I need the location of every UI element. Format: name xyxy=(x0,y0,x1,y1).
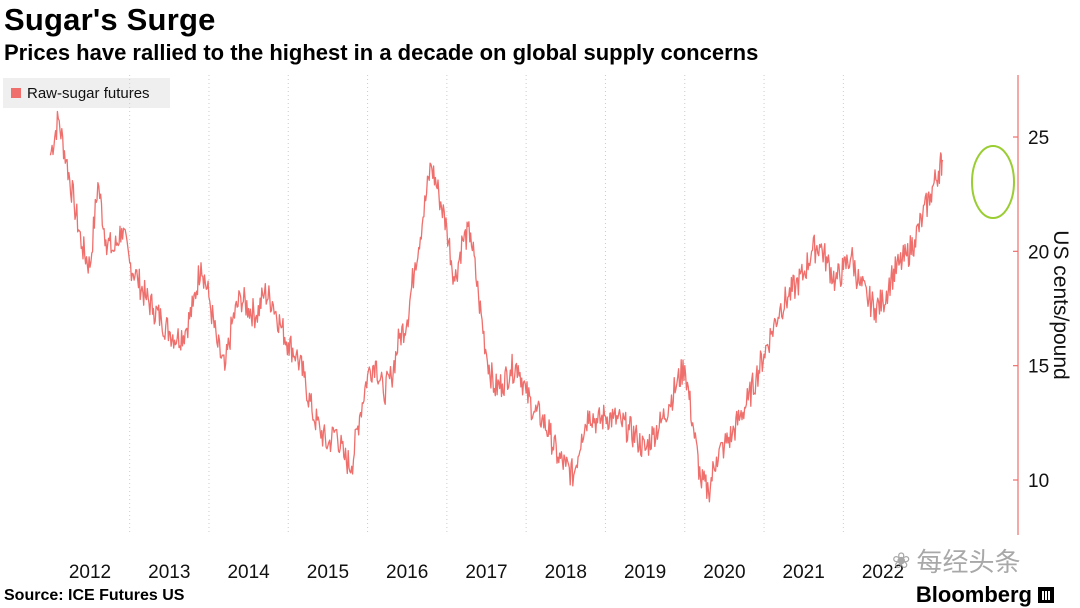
x-tick-label-2016: 2016 xyxy=(386,562,428,583)
legend-label: Raw-sugar futures xyxy=(27,84,150,102)
x-tick-label-2022: 2022 xyxy=(862,562,904,583)
watermark-text: 每经头条 xyxy=(916,547,1021,577)
x-tick-label-2018: 2018 xyxy=(545,562,587,583)
chart-subtitle: Prices have rallied to the highest in a … xyxy=(4,40,759,65)
x-tick-label-2021: 2021 xyxy=(783,562,825,583)
y-tick-label-20: 20 xyxy=(1028,242,1049,263)
annotation-layer xyxy=(971,145,1015,219)
x-axis-tick-labels: 2012 2013 2014 2015 2016 2017 2018 2019 2020 2021… xyxy=(69,562,904,583)
brand-name: Bloomberg xyxy=(915,582,1032,607)
legend-swatch xyxy=(11,88,21,98)
peak-highlight-circle xyxy=(971,145,1015,219)
series-layer xyxy=(49,110,944,503)
y-tick-label-15: 15 xyxy=(1028,357,1049,378)
grid-lines xyxy=(129,75,844,535)
x-tick-label-2019: 2019 xyxy=(624,562,666,583)
source-note: Source: ICE Futures US xyxy=(4,587,185,604)
watermark: ❀ 每经头条 xyxy=(892,542,1020,579)
chart-title: Sugar's Surge xyxy=(4,2,216,37)
x-tick-label-2012: 2012 xyxy=(69,562,111,583)
bloomberg-terminal-icon xyxy=(1038,587,1054,603)
y-tick-label-10: 10 xyxy=(1028,471,1049,492)
x-tick-label-2020: 2020 xyxy=(703,562,745,583)
chart-legend: Raw-sugar futures xyxy=(3,78,170,108)
x-tick-label-2013: 2013 xyxy=(148,562,190,583)
x-tick-label-2017: 2017 xyxy=(465,562,507,583)
y-axis: 10 15 20 25 xyxy=(1013,75,1049,535)
x-tick-label-2014: 2014 xyxy=(227,562,270,583)
y-axis-label: US cents/pound xyxy=(1049,230,1072,380)
series-line-raw-sugar-futures xyxy=(49,110,944,503)
x-tick-label-2015: 2015 xyxy=(307,562,349,583)
y-axis-label-box: US cents/pound xyxy=(1049,220,1072,390)
wechat-icon: ❀ xyxy=(892,547,911,573)
brand-logo: Bloomberg xyxy=(916,582,1054,608)
y-tick-label-25: 25 xyxy=(1028,128,1049,149)
